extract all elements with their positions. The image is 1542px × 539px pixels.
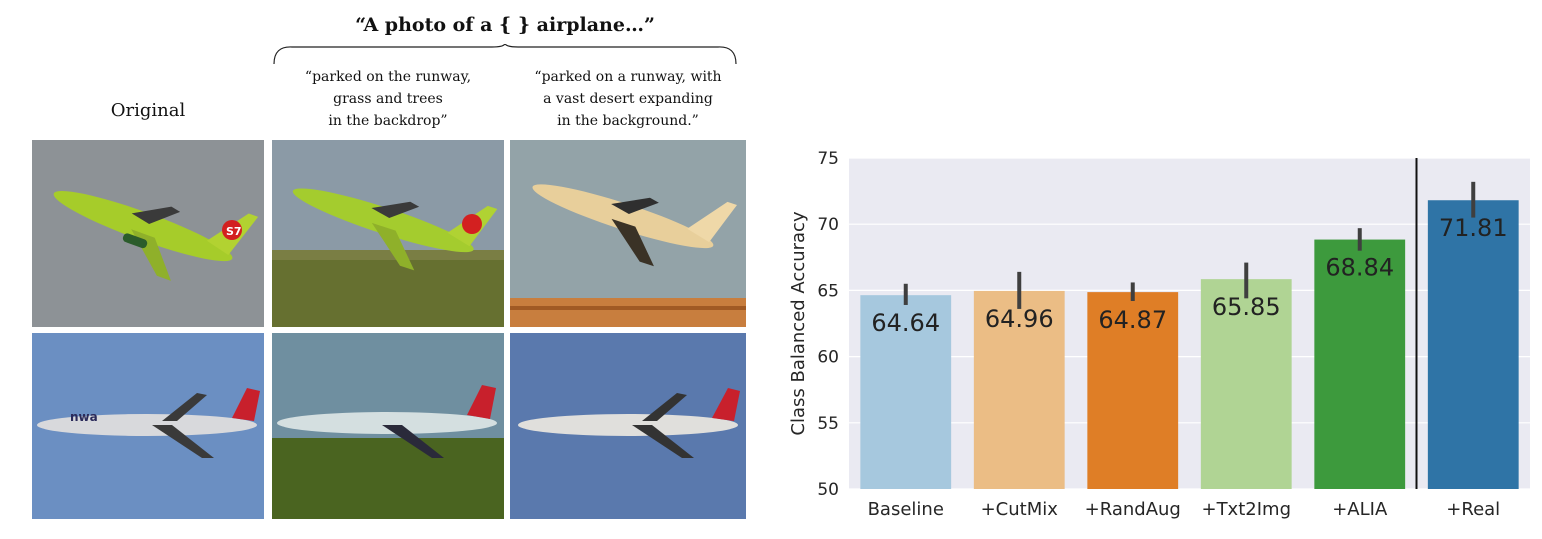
data-label: 65.85	[1212, 293, 1281, 321]
accuracy-bar-chart: 50 55 60 65 70 75 Class Balanced Accuracy 64.64…	[788, 149, 1530, 520]
bar	[1314, 239, 1406, 489]
data-label: 71.81	[1439, 214, 1508, 242]
y-axis-label: Class Balanced Accuracy	[788, 211, 809, 436]
x-tick-label: +ALIA	[1332, 499, 1388, 520]
data-label: 64.64	[871, 309, 940, 337]
y-tick-label: 70	[817, 215, 839, 235]
runway-desert-airplane-cream	[510, 140, 746, 327]
y-tick-label: 55	[817, 414, 839, 434]
caption-line: “parked on the runway,	[304, 69, 472, 85]
bar	[1200, 279, 1292, 489]
curly-brace	[273, 44, 737, 65]
x-tick-label: +Real	[1446, 499, 1500, 520]
bar	[860, 295, 952, 489]
x-tick-label: +Txt2Img	[1201, 499, 1291, 520]
original-airplane-photo-green: S7	[32, 140, 264, 327]
data-label: 64.87	[1098, 306, 1167, 334]
airline-logo: nwa	[70, 410, 98, 424]
x-tick-label: Baseline	[868, 499, 944, 520]
runway-grass-airplane-silver	[272, 333, 504, 519]
runway-prompt-caption: “parked on the runway, grass and trees i…	[272, 66, 504, 132]
bar	[1087, 292, 1179, 489]
prompt-title: “A photo of a { } airplane…”	[355, 14, 655, 36]
original-airplane-photo-silver: nwa	[32, 333, 264, 519]
y-tick-label: 60	[817, 348, 839, 368]
bar	[973, 290, 1065, 489]
bar	[1427, 200, 1519, 489]
original-column-label: Original	[110, 100, 186, 121]
caption-line: a vast desert expanding	[543, 91, 713, 107]
data-label: 68.84	[1325, 254, 1394, 282]
data-label: 64.96	[985, 305, 1054, 333]
x-tick-label: +CutMix	[981, 499, 1059, 520]
y-tick-label: 50	[817, 480, 839, 500]
y-tick-label: 65	[817, 281, 839, 301]
x-tick-label: +RandAug	[1085, 499, 1181, 520]
caption-line: in the background.”	[557, 113, 699, 129]
desert-prompt-caption: “parked on a runway, with a vast desert …	[510, 66, 746, 132]
y-tick-label: 75	[817, 149, 839, 169]
caption-line: “parked on a runway, with	[534, 69, 722, 85]
airline-logo: S7	[226, 225, 242, 238]
caption-line: in the backdrop”	[328, 113, 448, 129]
runway-grass-airplane-green	[272, 140, 504, 327]
caption-line: grass and trees	[333, 91, 443, 107]
runway-desert-airplane-silver	[510, 333, 746, 519]
